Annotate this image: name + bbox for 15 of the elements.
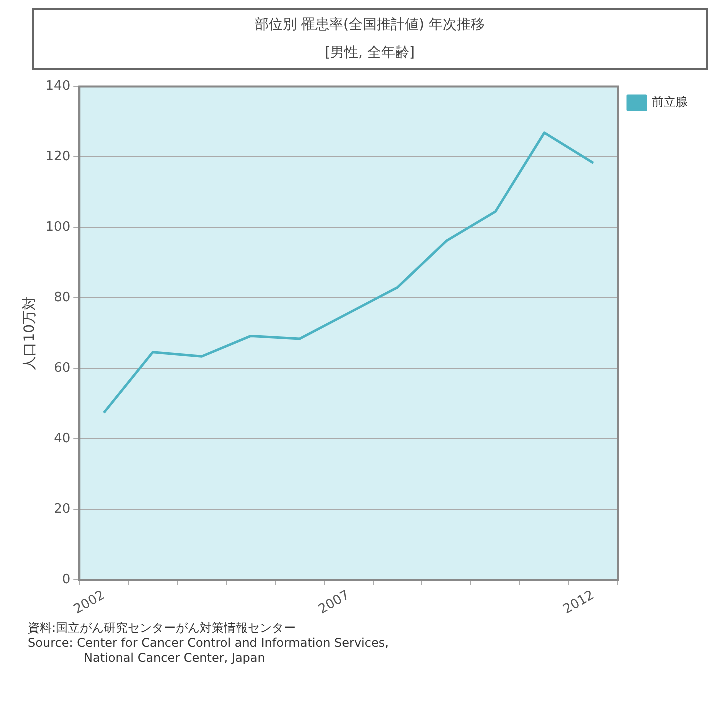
y-tick-label: 60 <box>54 360 71 376</box>
y-tick-label: 40 <box>54 431 71 446</box>
y-tick-label: 120 <box>46 150 71 165</box>
text: National Cancer Center, Japan <box>83 651 266 666</box>
y-tick-label: 80 <box>54 290 71 306</box>
y-tick-label: 140 <box>46 79 71 94</box>
source-note: Source: Center for Cancer Control and Information Services, <box>28 636 390 651</box>
chart-subtitle: [男性, 全年齢] <box>324 44 416 62</box>
y-tick-label: 20 <box>54 502 71 517</box>
y-tick-label: 0 <box>62 572 71 588</box>
y-axis-title: 人口10万対 <box>22 296 38 370</box>
y-tick-label: 100 <box>46 220 71 236</box>
text: 資料:国立がん研究センターがん対策情報センター <box>28 621 298 636</box>
chart-title: 部位別 罹患率(全国推計値) 年次推移 <box>254 16 486 34</box>
legend-label: 前立腺 <box>652 95 688 110</box>
